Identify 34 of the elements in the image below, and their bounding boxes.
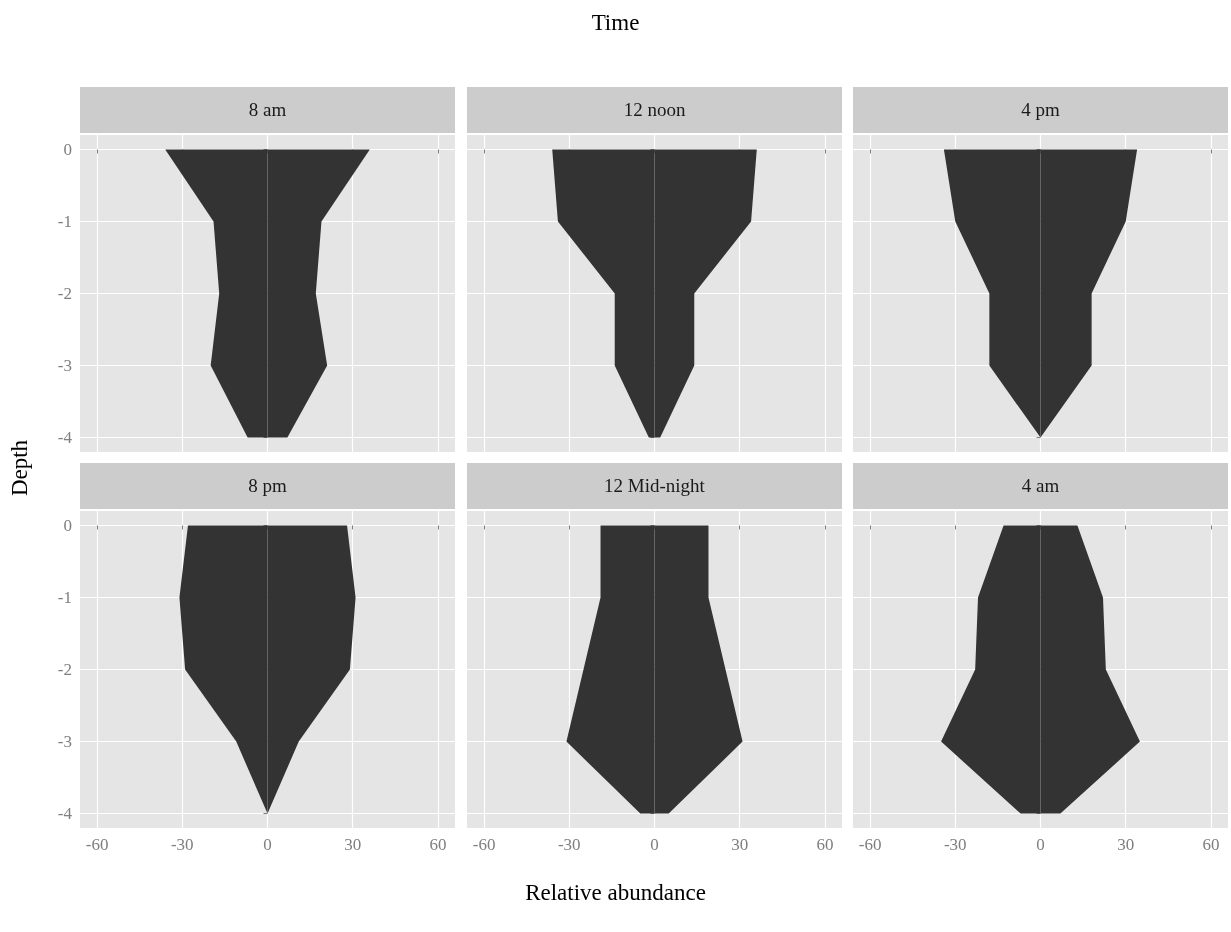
x-tick-label: -30: [943, 835, 967, 854]
y-tick-label: -3: [57, 356, 72, 376]
x-tick-label: 0: [1036, 835, 1045, 854]
y-tick-label: -2: [57, 284, 72, 303]
x-tick-label: 60: [1202, 835, 1220, 854]
y-tick-label: -2: [57, 660, 72, 679]
x-tick-label: -60: [472, 835, 496, 854]
x-tick-label: 60: [816, 835, 834, 854]
x-tick-label: 0: [650, 835, 659, 854]
x-tick-label: -60: [858, 835, 882, 854]
x-tick-label: 30: [1117, 835, 1135, 854]
x-tick-label: 0: [263, 835, 272, 854]
chart-title: 8 am: [80, 87, 455, 133]
x-tick-label: 60: [429, 835, 447, 854]
x-tick-label: 30: [344, 835, 362, 854]
chart-title: 4 pm: [853, 87, 1228, 133]
x-tick-label: 30: [731, 835, 749, 854]
chart-title: 12 noon: [467, 87, 842, 133]
y-tick-label: 0: [63, 139, 72, 159]
x-axis-title: Relative abundance: [524, 880, 707, 906]
y-tick-label: -4: [57, 804, 73, 824]
chart-title: 8 pm: [80, 463, 455, 509]
x-tick-label: -30: [170, 835, 194, 854]
y-tick-label: -4: [57, 428, 73, 448]
y-tick-label: 0: [63, 515, 72, 535]
y-tick-label: -1: [57, 211, 72, 231]
chart-title: 12 Mid-night: [467, 463, 842, 509]
y-axis-title: Depth: [7, 438, 33, 499]
x-tick-label: -30: [557, 835, 581, 854]
y-tick-label: -3: [57, 732, 72, 752]
x-tick-label: -60: [85, 835, 109, 854]
text: Time: [590, 10, 641, 36]
chart-title: 4 am: [853, 463, 1228, 509]
y-tick-label: -1: [57, 587, 72, 607]
